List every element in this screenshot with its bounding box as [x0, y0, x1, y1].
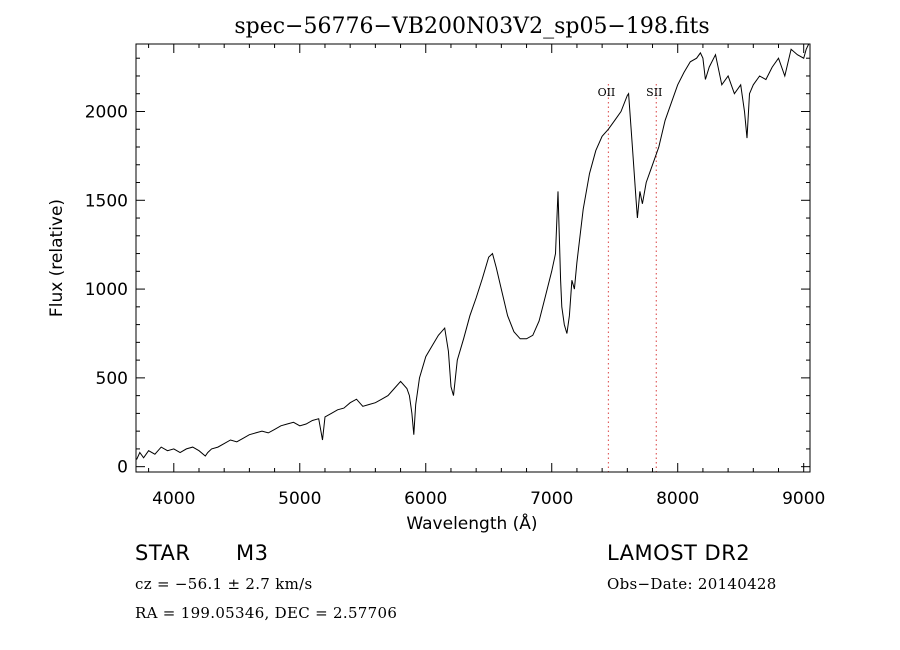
plot-area [136, 43, 810, 460]
y-tick-label: 2000 [85, 102, 128, 122]
y-tick-label: 0 [117, 458, 128, 478]
y-axis-ticks: 0 500 1000 1500 2000 [85, 57, 810, 478]
emission-line-label: SII [646, 86, 662, 99]
x-axis-label: Wavelength (Å) [406, 512, 537, 534]
x-tick-label: 5000 [278, 489, 321, 509]
x-tick-label: 8000 [656, 489, 699, 509]
plot-frame [135, 43, 811, 473]
chart-title: spec−56776−VB200N03V2_sp05−198.fits [234, 14, 709, 39]
y-axis-label: Flux (relative) [47, 199, 67, 317]
object-subclass: M3 [236, 541, 269, 565]
coordinates-text: RA = 199.05346, DEC = 2.57706 [135, 604, 398, 622]
emission-lines: OII SII [598, 84, 662, 472]
x-tick-label: 6000 [404, 489, 447, 509]
redshift-text: cz = −56.1 ± 2.7 km/s [135, 575, 313, 593]
x-tick-label: 9000 [782, 489, 825, 509]
spectrum-line [136, 43, 810, 460]
emission-line-label: OII [598, 86, 616, 99]
x-axis-ticks: 4000 5000 6000 7000 8000 9000 [148, 44, 825, 509]
y-tick-label: 1500 [85, 191, 128, 211]
y-tick-label: 500 [96, 369, 128, 389]
y-tick-label: 1000 [85, 280, 128, 300]
obs-date-text: Obs−Date: 20140428 [607, 575, 777, 593]
x-tick-label: 4000 [152, 489, 195, 509]
object-type: STAR [135, 541, 191, 565]
x-tick-label: 7000 [530, 489, 573, 509]
survey-release: LAMOST DR2 [607, 541, 751, 565]
